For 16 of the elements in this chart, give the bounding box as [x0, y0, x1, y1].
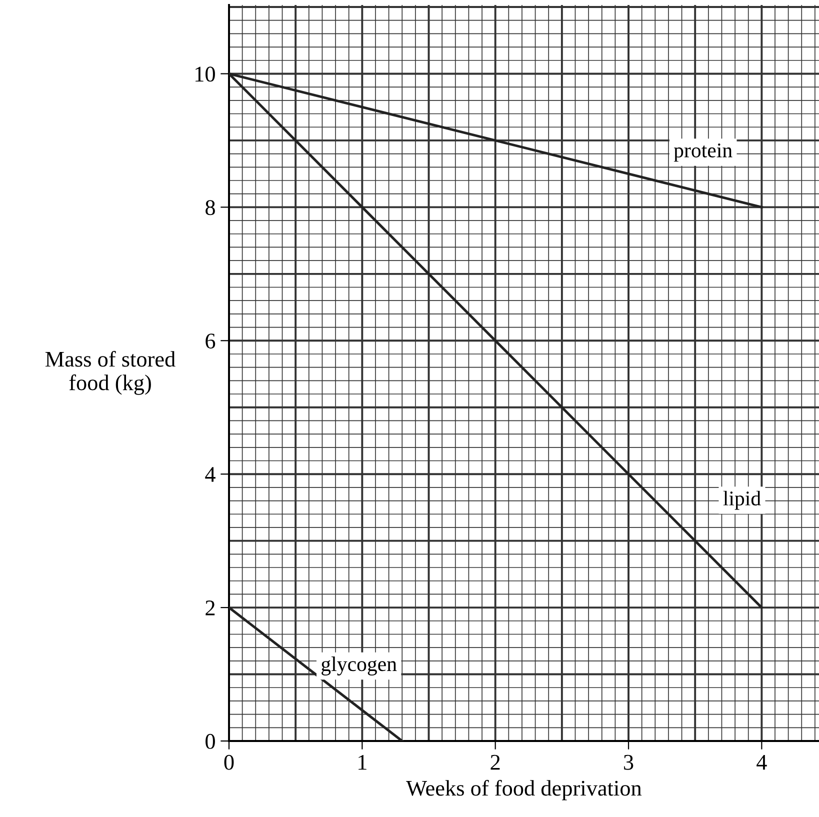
y-axis-title: Mass of stored food (kg)	[45, 350, 176, 395]
x-tick-label: 0	[224, 754, 234, 770]
x-tick-label: 4	[756, 754, 767, 770]
series-label: protein	[674, 143, 732, 162]
text: lipid	[723, 490, 761, 510]
y-tick-label: 2	[206, 600, 215, 616]
y-tick-label: 8	[206, 200, 215, 216]
y-tick-label: 6	[206, 334, 216, 349]
y-tick-label: 10	[196, 66, 215, 82]
x-tick-label: 3	[624, 754, 634, 770]
x-tick-label: 1	[358, 754, 366, 770]
x-axis-title: Weeks of food deprivation	[406, 780, 642, 800]
x-tick-label: 2	[490, 754, 500, 770]
y-tick-label: 4	[205, 467, 216, 482]
y-tick-label: 0	[206, 734, 215, 749]
series-label: glycogen	[322, 656, 397, 676]
